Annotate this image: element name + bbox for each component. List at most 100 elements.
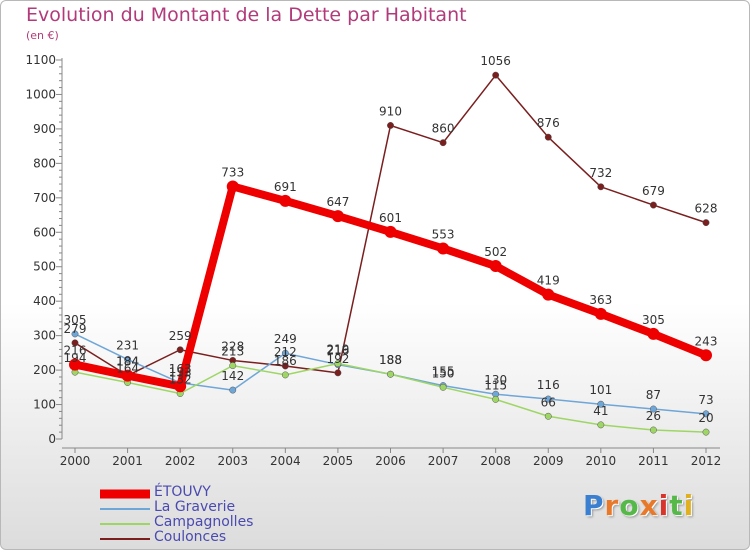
data-point-2 <box>281 371 289 379</box>
data-label-3: 910 <box>379 104 402 118</box>
data-point-3 <box>176 346 184 354</box>
data-point-1 <box>702 410 710 418</box>
data-label-0: 647 <box>326 195 349 209</box>
data-label-0: 363 <box>589 293 612 307</box>
data-label-2: 41 <box>593 404 608 418</box>
data-point-0 <box>700 349 712 362</box>
data-label-0: 216 <box>64 344 87 358</box>
legend-swatch-coulonces <box>100 538 150 540</box>
data-point-3 <box>71 339 79 347</box>
data-label-0: 153 <box>169 365 192 379</box>
data-label-2: 150 <box>432 366 455 380</box>
data-label-3: 184 <box>116 355 139 369</box>
data-point-0 <box>331 210 344 223</box>
chart-subtitle: (en €) <box>26 29 59 42</box>
data-label-1: 216 <box>326 344 349 358</box>
data-point-0 <box>594 307 607 320</box>
x-tick-label: 2004 <box>270 454 301 468</box>
data-label-2: 213 <box>221 345 244 359</box>
y-tick-label: 900 <box>33 122 56 136</box>
y-tick-label: 800 <box>33 156 56 170</box>
data-point-3 <box>597 183 605 191</box>
data-label-1: 87 <box>646 388 661 402</box>
x-tick-label: 2001 <box>112 454 143 468</box>
data-point-2 <box>439 383 447 391</box>
legend-label-la-graverie: La Graverie <box>154 499 236 515</box>
data-label-3: 679 <box>642 184 665 198</box>
data-label-1: 142 <box>221 369 244 383</box>
y-tick-label: 600 <box>33 225 56 239</box>
y-tick-label: 500 <box>33 260 56 274</box>
data-point-0 <box>542 288 555 301</box>
data-label-3: 876 <box>537 116 560 130</box>
data-label-2: 186 <box>274 354 297 368</box>
data-point-1 <box>229 386 237 394</box>
data-point-0 <box>384 225 397 238</box>
y-tick-label: 200 <box>33 363 56 377</box>
data-label-0: 305 <box>642 313 665 327</box>
x-tick-label: 2000 <box>60 454 91 468</box>
legend-swatch-campagnolles <box>100 523 150 525</box>
data-point-3 <box>334 369 342 377</box>
data-point-0 <box>174 380 187 393</box>
data-label-2: 115 <box>484 378 507 392</box>
data-point-2 <box>387 370 394 378</box>
x-tick-label: 2007 <box>428 454 459 468</box>
x-tick-label: 2010 <box>586 454 617 468</box>
data-label-3: 628 <box>695 202 718 216</box>
data-label-0: 502 <box>484 245 507 259</box>
data-label-3: 212 <box>274 345 297 359</box>
data-point-1 <box>597 400 605 408</box>
data-point-0 <box>647 327 660 340</box>
x-tick-label: 2011 <box>638 454 669 468</box>
x-tick-label: 2002 <box>165 454 196 468</box>
chart-title: Evolution du Montant de la Dette par Hab… <box>26 4 467 26</box>
data-point-1 <box>544 395 552 403</box>
data-point-1 <box>649 405 657 413</box>
y-tick-label: 700 <box>33 191 56 205</box>
data-label-0: 184 <box>116 355 139 369</box>
data-label-3: 192 <box>326 352 349 366</box>
data-label-0: 553 <box>432 227 455 241</box>
x-tick-label: 2009 <box>533 454 564 468</box>
data-label-0: 733 <box>221 165 244 179</box>
y-tick-label: 0 <box>48 432 56 446</box>
data-label-2: 188 <box>379 353 402 367</box>
data-point-3 <box>492 71 500 79</box>
data-point-2 <box>334 360 342 367</box>
legend-label-campagnolles: Campagnolles <box>154 514 254 530</box>
data-label-2: 194 <box>64 351 87 365</box>
data-point-2 <box>544 412 552 420</box>
data-label-0: 601 <box>379 211 402 225</box>
x-tick-label: 2012 <box>691 454 722 468</box>
data-point-2 <box>702 428 710 436</box>
data-point-0 <box>489 260 502 273</box>
data-point-0 <box>226 180 239 193</box>
data-label-2: 164 <box>116 361 139 375</box>
proxiti-logo: Proxiti <box>583 489 695 522</box>
legend-label-etouvy: ÉTOUVY <box>154 484 211 500</box>
x-tick-label: 2005 <box>323 454 354 468</box>
data-point-0 <box>279 194 292 207</box>
data-label-3: 860 <box>432 122 455 136</box>
data-point-0 <box>69 358 81 371</box>
data-point-2 <box>229 362 237 370</box>
data-label-3: 228 <box>221 339 244 353</box>
x-tick-label: 2006 <box>375 454 406 468</box>
data-point-3 <box>281 362 289 370</box>
data-label-2: 66 <box>541 395 556 409</box>
data-point-1 <box>71 330 79 338</box>
y-tick-label: 100 <box>33 398 56 412</box>
data-label-0: 691 <box>274 180 297 194</box>
legend-swatch-la-graverie <box>100 508 150 510</box>
data-point-3 <box>439 139 447 147</box>
data-label-2: 20 <box>698 411 713 425</box>
data-label-1: 73 <box>698 393 713 407</box>
data-label-1: 101 <box>589 383 612 397</box>
data-label-3: 1056 <box>480 54 511 68</box>
data-label-2: 26 <box>646 409 661 423</box>
data-point-3 <box>702 219 710 227</box>
y-tick-label: 400 <box>33 294 56 308</box>
x-tick-label: 2003 <box>217 454 248 468</box>
